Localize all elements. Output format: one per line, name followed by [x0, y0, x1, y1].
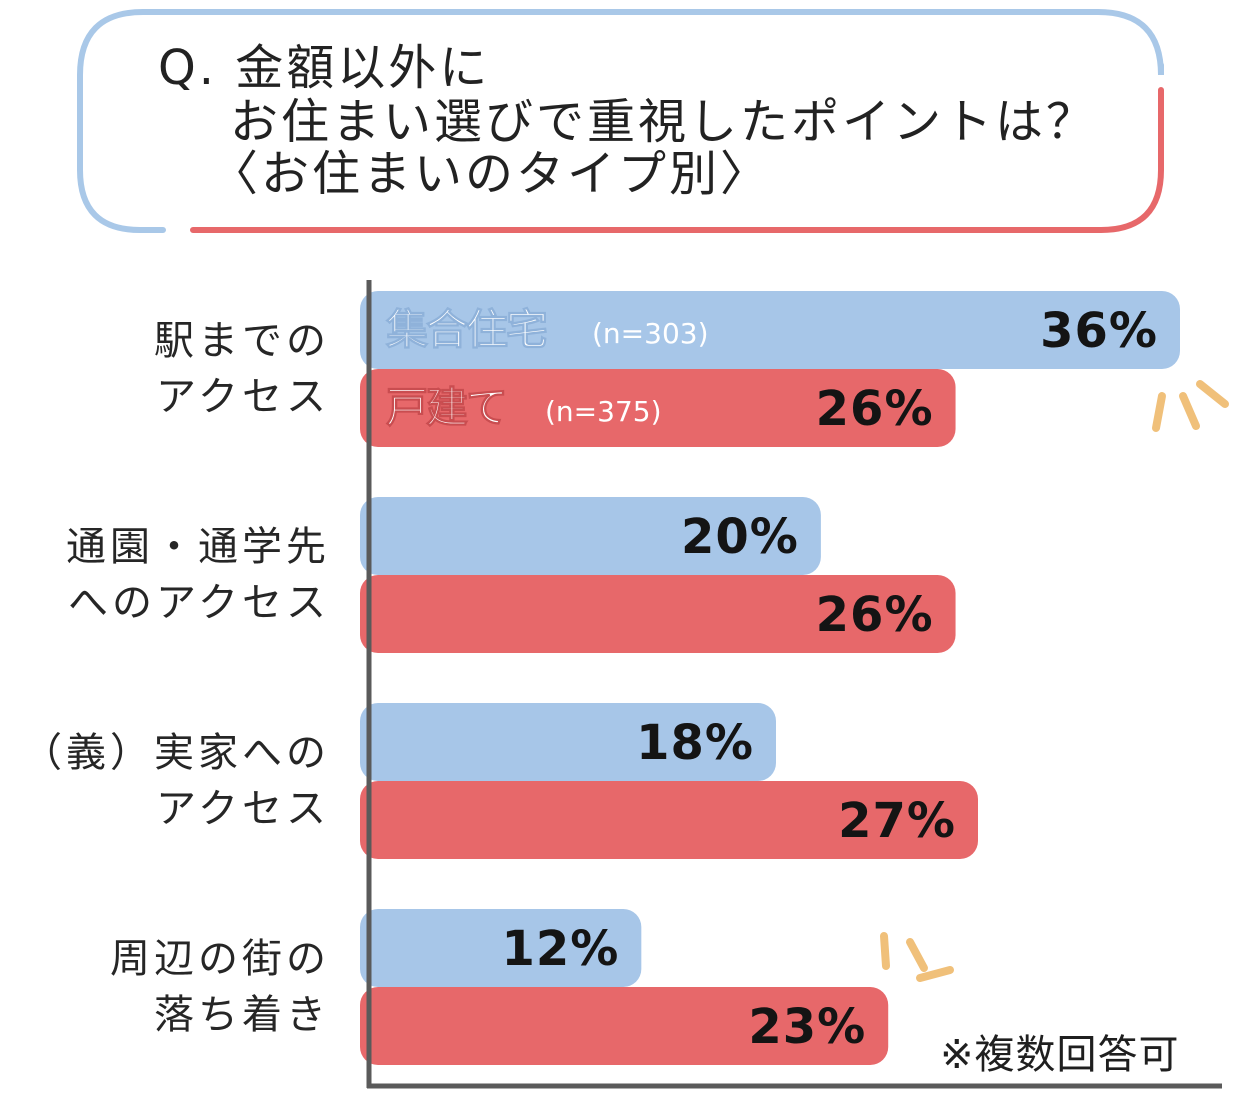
bar-house	[360, 369, 956, 447]
bar-value-label: 26%	[816, 587, 934, 643]
category-label: （義）実家への	[22, 730, 330, 776]
category-label: 駅までの	[154, 318, 330, 364]
title-frame-red-arc	[190, 87, 1164, 233]
category-label: アクセス	[156, 374, 330, 420]
sparkle-stroke	[916, 966, 954, 982]
bar-apartment	[360, 291, 1180, 369]
legend-series-name: 戸建て	[386, 383, 506, 432]
bar-value-label: 27%	[838, 793, 956, 849]
title-box: Q. 金額以外に お住まい選びで重視したポイントは？ 〈お住まいのタイプ別〉	[0, 0, 1242, 250]
legend-sample-size: (n=303)	[592, 317, 709, 350]
sparkle-stroke	[1179, 392, 1200, 430]
sparkle-stroke	[906, 938, 928, 972]
bar-value-label: 36%	[1040, 303, 1158, 359]
title-frame-blue-arc	[77, 9, 1164, 233]
title-line-1: Q. 金額以外に	[158, 40, 491, 96]
category-label: 落ち着き	[154, 992, 330, 1038]
bar-value-label: 12%	[501, 921, 619, 977]
legend-series-name: 集合住宅	[385, 305, 547, 354]
sparkle-accent-bottom	[880, 932, 954, 982]
category-label: へのアクセス	[68, 580, 330, 626]
sparkle-stroke	[1196, 380, 1229, 408]
category-label: 周辺の街の	[110, 936, 330, 982]
bar-apartment	[360, 909, 642, 987]
bar-value-label: 26%	[816, 381, 934, 437]
category-label: 通園・通学先	[66, 524, 330, 570]
legend-sample-size: (n=375)	[545, 395, 662, 428]
bar-house	[360, 781, 978, 859]
bar-apartment	[360, 497, 821, 575]
bar-value-label: 18%	[636, 715, 754, 771]
bar-value-label: 23%	[748, 999, 866, 1055]
title-frame	[77, 9, 1164, 233]
bar-apartment	[360, 703, 776, 781]
title-line-3: 〈お住まいのタイプ別〉	[210, 146, 772, 202]
title-line-2: お住まい選びで重視したポイントは？	[230, 94, 1098, 150]
bar-value-label: 20%	[681, 509, 799, 565]
category-label: アクセス	[156, 786, 330, 832]
bar-house	[360, 575, 956, 653]
multiple-answer-note: ※複数回答可	[940, 1032, 1180, 1078]
sparkle-stroke	[1152, 392, 1166, 432]
sparkle-stroke	[880, 932, 890, 970]
labels-layer: 駅までのアクセス36%26%通園・通学先へのアクセス20%26%（義）実家へのア…	[22, 303, 1158, 1055]
sparkle-accent-top	[1152, 380, 1229, 432]
bars-layer	[360, 291, 1180, 1065]
bar-house	[360, 987, 889, 1065]
